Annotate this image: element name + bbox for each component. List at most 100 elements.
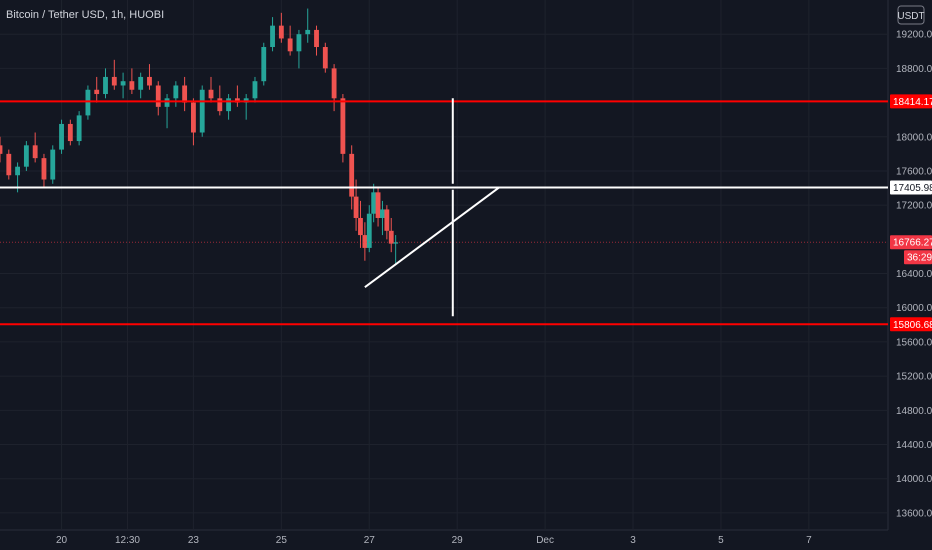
candle-43 xyxy=(362,222,368,261)
candle-body xyxy=(41,158,47,180)
countdown-badge-bg xyxy=(904,250,932,265)
currency-button[interactable]: USDT xyxy=(897,5,925,25)
current-price-badge-bg xyxy=(890,235,932,250)
candle-48 xyxy=(384,205,390,240)
y-tick-label: 13600.00 xyxy=(896,508,932,519)
trendline-0[interactable] xyxy=(364,186,500,289)
candle-36 xyxy=(314,25,319,56)
candle-body xyxy=(261,47,267,82)
candle-47 xyxy=(380,200,385,236)
x-tick-label: 27 xyxy=(364,535,376,546)
candle-body xyxy=(67,123,73,142)
candle-35 xyxy=(305,8,311,43)
candle-body xyxy=(6,153,12,176)
candle-17 xyxy=(147,64,152,90)
candle-9 xyxy=(76,111,82,146)
candle-body xyxy=(270,25,275,48)
candle-body xyxy=(252,81,258,99)
candle-body xyxy=(362,235,368,248)
candle-50 xyxy=(393,235,399,265)
x-tick-label: 25 xyxy=(276,535,288,546)
candle-body xyxy=(393,242,399,244)
candle-6 xyxy=(50,145,56,184)
candle-body xyxy=(331,68,337,99)
price-axis[interactable]: 19200.00 18800.00 18000.00 17600.00 17200.00… xyxy=(896,30,932,520)
time-axis[interactable]: 20 12:30 23 25 27 29 Dec 3 5 7 xyxy=(56,535,812,546)
candle-31 xyxy=(270,17,275,52)
countdown-badge: 36:29 xyxy=(904,250,932,265)
grid xyxy=(0,0,888,530)
candle-body xyxy=(59,123,64,150)
candle-42 xyxy=(358,200,363,248)
candle-30 xyxy=(261,42,267,86)
x-tick-label: 23 xyxy=(188,535,200,546)
y-tick-label: 14400.00 xyxy=(896,440,932,451)
candle-body xyxy=(164,98,170,107)
candle-7 xyxy=(59,119,64,154)
candle-16 xyxy=(138,72,144,99)
candle-body xyxy=(384,209,390,231)
candle-body xyxy=(375,192,381,218)
candle-44 xyxy=(366,205,372,253)
currency-button-frame xyxy=(897,5,925,25)
y-tick-label: 16400.00 xyxy=(896,269,932,280)
candle-body xyxy=(182,85,188,103)
y-tick-label: 16000.00 xyxy=(896,303,932,314)
candle-24 xyxy=(208,76,214,103)
candle-34 xyxy=(296,29,302,69)
candle-23 xyxy=(199,85,205,137)
candle-4 xyxy=(32,132,38,163)
candle-13 xyxy=(111,59,117,90)
level-badge-0-text: 18414.17 xyxy=(893,97,932,108)
candle-49 xyxy=(388,217,394,253)
candle-38 xyxy=(331,64,337,112)
candle-body xyxy=(366,213,372,248)
candle-32 xyxy=(278,12,284,43)
level-badge-1-bg xyxy=(890,180,932,195)
candle-body xyxy=(155,85,161,107)
level-badge-0-bg xyxy=(890,94,932,109)
candle-body xyxy=(199,89,205,133)
level-badge-2: 15806.68 xyxy=(890,317,932,332)
candle-body xyxy=(120,81,126,86)
candle-body xyxy=(340,98,346,154)
candle-body xyxy=(129,81,135,90)
candle-body xyxy=(278,25,284,39)
candle-body xyxy=(322,47,328,69)
y-tick-label: 17200.00 xyxy=(896,201,932,212)
horizontal-levels xyxy=(0,100,888,326)
y-tick-label: 19200.00 xyxy=(896,30,932,41)
candle-18 xyxy=(155,81,161,116)
candle-body xyxy=(388,230,394,244)
candle-body xyxy=(85,89,91,116)
symbol-title: Bitcoin / Tether USD, 1h, HUOBI xyxy=(6,9,164,21)
current-price-badge-text: 16766.27 xyxy=(893,238,932,249)
candle-46 xyxy=(375,188,381,227)
level-badge-2-text: 15806.68 xyxy=(893,320,932,331)
candle-40 xyxy=(349,145,355,210)
x-tick-label: 7 xyxy=(806,535,812,546)
candle-20 xyxy=(173,81,179,107)
candle-22 xyxy=(191,98,196,146)
candle-body xyxy=(353,196,359,218)
y-tick-label: 18800.00 xyxy=(896,64,932,75)
y-tick-label: 14800.00 xyxy=(896,406,932,417)
y-tick-label: 17600.00 xyxy=(896,166,932,177)
candle-body xyxy=(0,145,3,154)
level-badge-2-bg xyxy=(890,317,932,332)
y-tick-label: 14000.00 xyxy=(896,474,932,485)
candle-body xyxy=(94,89,100,95)
currency-label: USDT xyxy=(897,11,924,22)
candle-37 xyxy=(322,42,328,73)
candle-body xyxy=(287,38,293,52)
candle-12 xyxy=(103,68,108,99)
candle-body xyxy=(191,102,196,133)
price-badges: 18414.17 17405.98 15806.68 16766.27 36:29 xyxy=(890,94,932,332)
candle-10 xyxy=(85,85,91,120)
candle-body xyxy=(371,192,377,214)
candle-11 xyxy=(94,76,100,103)
candle-body xyxy=(147,76,152,86)
